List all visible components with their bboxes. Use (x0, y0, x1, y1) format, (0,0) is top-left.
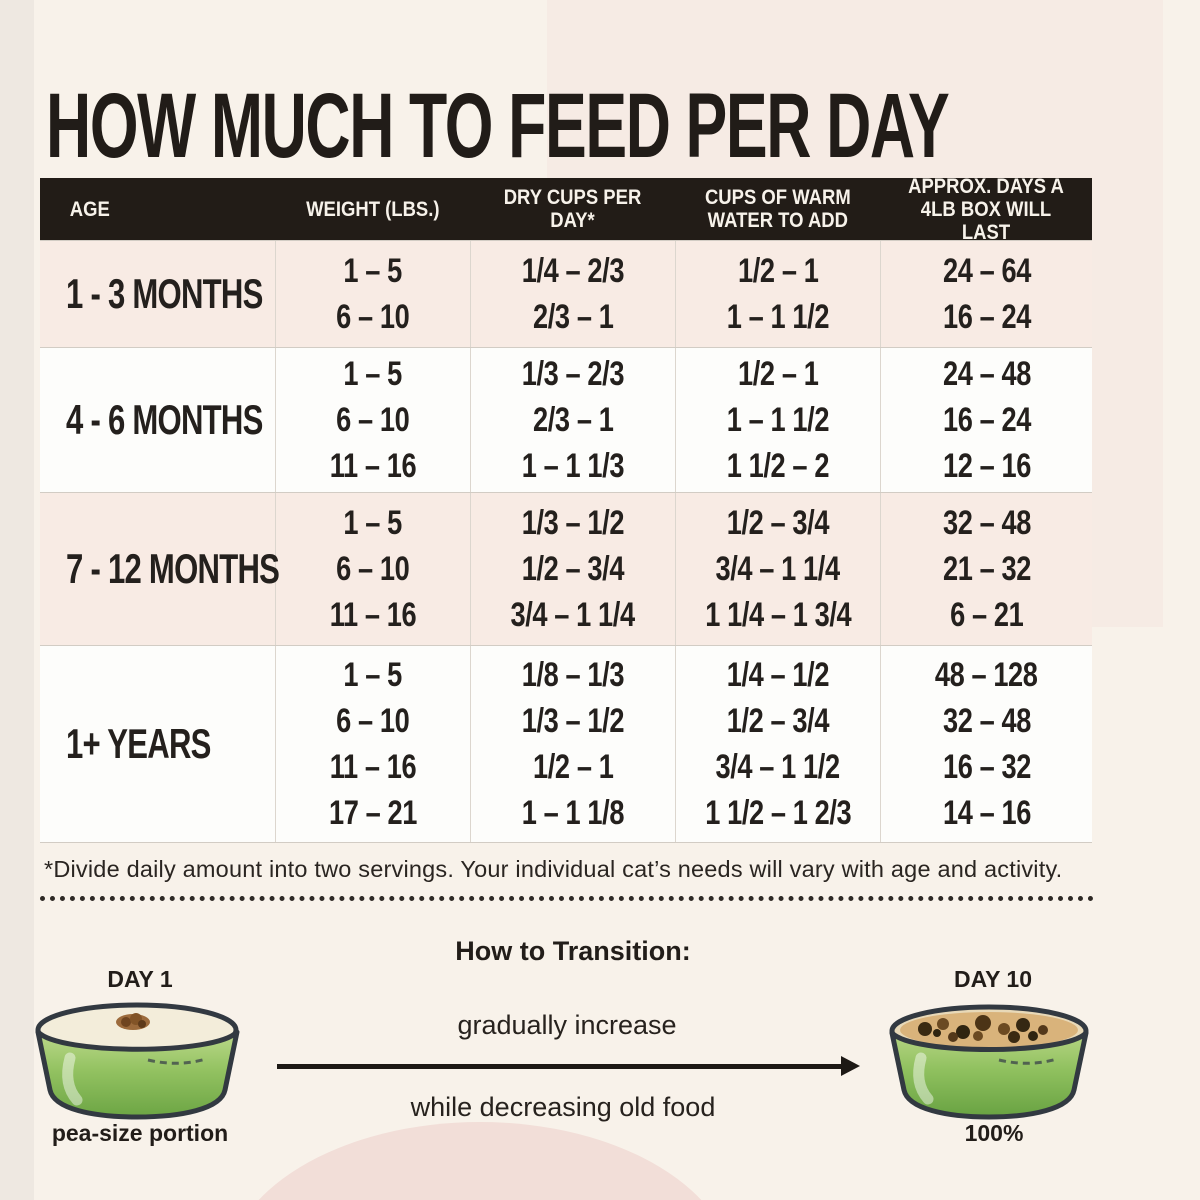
range-value: 1 – 5 (343, 252, 403, 290)
range-value: 1 – 5 (343, 504, 403, 542)
bottom-pink-blob (225, 1122, 735, 1200)
range-value: 1 – 1 1/3 (521, 447, 625, 485)
table-row-7-12-months: 7 - 12 MONTHS 1 – 5 6 – 10 11 – 16 1/3 –… (40, 492, 1092, 645)
page-title: HOW MUCH TO FEED PER DAY (46, 75, 950, 177)
age-cell: 1+ YEARS (66, 720, 211, 767)
range-value: 17 – 21 (329, 794, 417, 832)
range-value: 12 – 16 (942, 447, 1031, 485)
range-value: 11 – 16 (329, 596, 417, 634)
range-value: 6 – 10 (336, 401, 410, 439)
range-value: 14 – 16 (942, 794, 1031, 832)
range-value: 32 – 48 (942, 702, 1031, 740)
transition-arrow-icon (277, 1056, 860, 1076)
arrow-bottom-label: while decreasing old food (410, 1092, 716, 1122)
day1-label: DAY 1 (107, 966, 173, 992)
range-value: 1/3 – 2/3 (521, 355, 625, 393)
header-cell-days-box-lasts: APPROX. DAYS A 4LB BOX WILL LAST (908, 174, 1064, 244)
range-value: 1/2 – 3/4 (726, 504, 830, 542)
range-value: 1 – 1 1/2 (726, 298, 830, 336)
range-value: 1/3 – 1/2 (521, 504, 625, 542)
pea-size-kibble-icon (116, 1013, 150, 1030)
range-value: 1/2 – 3/4 (726, 702, 830, 740)
range-value: 16 – 24 (942, 401, 1031, 439)
range-value: 11 – 16 (329, 748, 417, 786)
range-value: 3/4 – 1 1/4 (510, 596, 636, 634)
feeding-table: AGE WEIGHT (LBS.) DRY CUPS PER DAY* CUPS… (40, 175, 1092, 843)
range-value: 6 – 10 (336, 550, 410, 588)
table-row-1-3-months: 1 - 3 MONTHS 1 – 5 6 – 10 1/4 – 2/3 2/3 … (40, 240, 1092, 347)
header-cell-dry-cups: DRY CUPS PER DAY* (503, 186, 642, 232)
range-value: 11 – 16 (329, 447, 417, 485)
range-value: 1 – 1 1/8 (521, 794, 625, 832)
table-row-4-6-months: 4 - 6 MONTHS 1 – 5 6 – 10 11 – 16 1/3 – … (40, 347, 1092, 492)
day10-label: DAY 10 (953, 966, 1032, 992)
weight-cell: 1 – 5 6 – 10 11 – 16 (275, 493, 470, 645)
range-value: 21 – 32 (942, 550, 1031, 588)
range-value: 1/2 – 1 (737, 252, 819, 290)
days-box-cell: 24 – 48 16 – 24 12 – 16 (880, 348, 1092, 492)
range-value: 6 – 10 (336, 702, 410, 740)
range-value: 1/4 – 1/2 (726, 656, 830, 694)
table-header-row: AGE WEIGHT (LBS.) DRY CUPS PER DAY* CUPS… (40, 175, 1092, 244)
age-cell: 4 - 6 MONTHS (66, 396, 263, 443)
header-cell-warm-water: CUPS OF WARM WATER TO ADD (704, 186, 851, 232)
day10-caption: 100% (964, 1120, 1024, 1146)
arrow-top-label: gradually increase (457, 1010, 677, 1040)
range-value: 3/4 – 1 1/4 (715, 550, 841, 588)
days-box-cell: 24 – 64 16 – 24 (880, 241, 1092, 347)
range-value: 2/3 – 1 (532, 298, 614, 336)
age-cell: 1 - 3 MONTHS (66, 270, 263, 317)
table-row-1plus-years: 1+ YEARS 1 – 5 6 – 10 11 – 16 17 – 21 1/… (40, 645, 1092, 842)
days-box-cell: 32 – 48 21 – 32 6 – 21 (880, 493, 1092, 645)
day1-caption: pea-size portion (51, 1120, 229, 1146)
range-value: 1/2 – 1 (737, 355, 819, 393)
range-value: 48 – 128 (935, 656, 1038, 694)
days-box-cell: 48 – 128 32 – 48 16 – 32 14 – 16 (880, 646, 1092, 842)
dry-cups-cell: 1/8 – 1/3 1/3 – 1/2 1/2 – 1 1 – 1 1/8 (470, 646, 675, 842)
range-value: 1 1/2 – 2 (726, 447, 830, 485)
header-cell-weight: WEIGHT (LBS.) (305, 197, 440, 221)
full-kibble-icon (900, 1012, 1078, 1048)
weight-cell: 1 – 5 6 – 10 11 – 16 17 – 21 (275, 646, 470, 842)
range-value: 32 – 48 (942, 504, 1031, 542)
range-value: 16 – 32 (942, 748, 1031, 786)
warm-water-cell: 1/4 – 1/2 1/2 – 3/4 3/4 – 1 1/2 1 1/2 – … (675, 646, 880, 842)
header-cell-age: AGE (69, 197, 110, 221)
range-value: 1/2 – 1 (532, 748, 614, 786)
dry-cups-cell: 1/3 – 1/2 1/2 – 3/4 3/4 – 1 1/4 (470, 493, 675, 645)
range-value: 16 – 24 (942, 298, 1031, 336)
range-value: 1 1/2 – 1 2/3 (704, 794, 852, 832)
transition-title: How to Transition: (455, 936, 691, 966)
warm-water-cell: 1/2 – 3/4 3/4 – 1 1/4 1 1/4 – 1 3/4 (675, 493, 880, 645)
range-value: 2/3 – 1 (532, 401, 614, 439)
warm-water-cell: 1/2 – 1 1 – 1 1/2 1 1/2 – 2 (675, 348, 880, 492)
range-value: 1 – 5 (343, 656, 403, 694)
age-cell: 7 - 12 MONTHS (66, 545, 280, 592)
range-value: 24 – 64 (942, 252, 1031, 290)
range-value: 1/3 – 1/2 (521, 702, 625, 740)
warm-water-cell: 1/2 – 1 1 – 1 1/2 (675, 241, 880, 347)
dry-cups-cell: 1/4 – 2/3 2/3 – 1 (470, 241, 675, 347)
range-value: 6 – 10 (336, 298, 410, 336)
range-value: 24 – 48 (942, 355, 1031, 393)
weight-cell: 1 – 5 6 – 10 (275, 241, 470, 347)
range-value: 1 1/4 – 1 3/4 (704, 596, 852, 634)
left-edge-strip (0, 0, 34, 1200)
serving-footnote: *Divide daily amount into two servings. … (44, 856, 1063, 882)
weight-cell: 1 – 5 6 – 10 11 – 16 (275, 348, 470, 492)
range-value: 1 – 1 1/2 (726, 401, 830, 439)
range-value: 1/2 – 3/4 (521, 550, 625, 588)
day1-bowl-icon (35, 1002, 240, 1120)
dotted-divider (40, 896, 1094, 901)
range-value: 1/4 – 2/3 (521, 252, 625, 290)
range-value: 1/8 – 1/3 (521, 656, 625, 694)
range-value: 6 – 21 (949, 596, 1024, 634)
range-value: 1 – 5 (343, 355, 403, 393)
range-value: 3/4 – 1 1/2 (715, 748, 841, 786)
day10-bowl-icon (889, 1004, 1089, 1120)
dry-cups-cell: 1/3 – 2/3 2/3 – 1 1 – 1 1/3 (470, 348, 675, 492)
